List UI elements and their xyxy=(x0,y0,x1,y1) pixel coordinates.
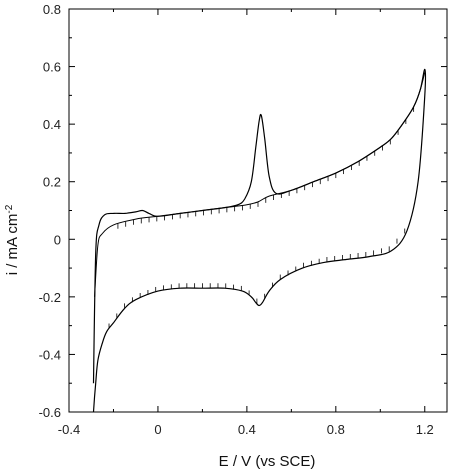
y-axis: -0.6 -0.4 -0.2 0 0.2 0.4 0.6 0.8 xyxy=(39,2,447,420)
plot-border xyxy=(68,8,448,413)
x-tick-label: 0 xyxy=(154,422,161,437)
series-0-line xyxy=(92,68,427,413)
x-tick-label: 0.8 xyxy=(327,422,345,437)
y-axis-title: i / mA cm-2 xyxy=(4,204,21,275)
x-axis: -0.4 0 0.4 0.8 1.2 xyxy=(58,9,434,437)
y-tick-label: 0.4 xyxy=(43,117,61,132)
y-axis-title-main: i / mA cm xyxy=(4,214,21,276)
y-tick-label: -0.2 xyxy=(39,290,61,305)
y-tick-label: -0.6 xyxy=(39,405,61,420)
y-tick-label: -0.4 xyxy=(39,347,61,362)
y-tick-label: 0.6 xyxy=(43,60,61,75)
x-tick-label: -0.4 xyxy=(58,422,80,437)
plot-frame xyxy=(68,8,448,413)
y-tick-label: 0.8 xyxy=(43,2,61,17)
y-tick-label: 0 xyxy=(54,232,61,247)
y-tick-label: 0.2 xyxy=(43,175,61,190)
series-1-line xyxy=(94,72,426,297)
x-tick-label: 0.4 xyxy=(238,422,256,437)
series-group xyxy=(92,68,427,413)
x-tick-label: 1.2 xyxy=(416,422,434,437)
y-axis-title-superscript: -2 xyxy=(4,204,15,213)
x-axis-title: E / V (vs SCE) xyxy=(219,453,316,470)
